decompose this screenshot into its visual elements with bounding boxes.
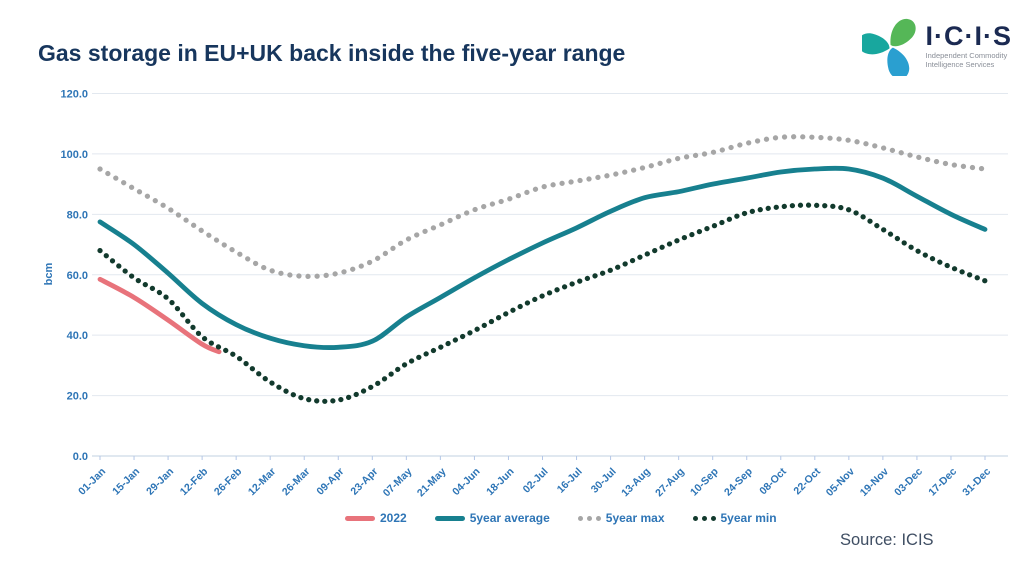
svg-text:40.0: 40.0	[67, 330, 88, 342]
legend-swatch-2022	[345, 515, 375, 521]
svg-text:60.0: 60.0	[67, 270, 88, 282]
legend-label-2022: 2022	[380, 511, 407, 525]
icis-logo-text: I·C·I·S Independent Commodity Intelligen…	[926, 22, 1012, 69]
icis-logo-tagline-1: Independent Commodity	[925, 50, 1008, 60]
svg-text:24-Sep: 24-Sep	[722, 466, 755, 499]
y-axis: 0.0 20.0 40.0 60.0 80.0 100.0 120.0 bcm	[43, 89, 88, 464]
series-5year-average	[97, 165, 988, 350]
svg-text:100.0: 100.0	[60, 149, 88, 161]
legend-swatch-5year-max	[577, 515, 601, 521]
svg-text:12-Feb: 12-Feb	[178, 466, 210, 498]
source-note: Source: ICIS	[840, 531, 934, 549]
icis-logo: I·C·I·S Independent Commodity Intelligen…	[861, 16, 1012, 76]
svg-text:30-Jul: 30-Jul	[589, 466, 619, 496]
svg-text:09-Apr: 09-Apr	[314, 466, 346, 498]
svg-text:10-Sep: 10-Sep	[688, 466, 721, 499]
svg-text:80.0: 80.0	[67, 209, 88, 221]
legend-item-2022: 2022	[345, 511, 407, 525]
legend-swatch-5year-min	[692, 515, 716, 521]
legend-label-5year-average: 5year average	[469, 511, 550, 525]
svg-text:01-Jan: 01-Jan	[76, 466, 108, 498]
svg-text:08-Oct: 08-Oct	[757, 465, 789, 497]
icis-logo-tagline-2: Intelligence Services	[925, 60, 995, 70]
svg-text:05-Nov: 05-Nov	[824, 466, 857, 499]
icis-logo-name: I·C·I·S	[925, 21, 1012, 52]
svg-text:12-Mar: 12-Mar	[246, 466, 278, 498]
svg-text:26-Feb: 26-Feb	[212, 466, 244, 498]
svg-text:04-Jun: 04-Jun	[450, 466, 482, 498]
svg-text:21-May: 21-May	[415, 466, 449, 500]
icis-logo-mark	[861, 18, 916, 76]
series-5year-max	[97, 134, 988, 280]
svg-text:13-Aug: 13-Aug	[619, 466, 653, 500]
series-5year-min	[97, 202, 988, 404]
svg-text:27-Aug: 27-Aug	[653, 466, 687, 500]
svg-text:120.0: 120.0	[60, 89, 88, 101]
chart-legend: 2022 5year average 5year max 5year min	[345, 511, 777, 525]
svg-text:02-Jul: 02-Jul	[521, 466, 551, 496]
svg-text:26-Mar: 26-Mar	[280, 466, 312, 498]
series-2022	[97, 276, 222, 355]
svg-text:22-Oct: 22-Oct	[791, 465, 823, 497]
svg-text:29-Jan: 29-Jan	[144, 466, 176, 498]
svg-text:18-Jun: 18-Jun	[484, 466, 516, 498]
gridlines	[92, 93, 1008, 457]
legend-item-5year-average: 5year average	[434, 511, 550, 525]
page-title: Gas storage in EU+UK back inside the fiv…	[38, 40, 626, 66]
legend-label-5year-max: 5year max	[605, 511, 665, 525]
svg-text:03-Dec: 03-Dec	[892, 466, 925, 499]
svg-text:15-Jan: 15-Jan	[110, 466, 142, 498]
x-axis: 01-Jan 15-Jan 29-Jan 12-Feb 26-Feb 12-Mar 26-M…	[76, 456, 993, 499]
svg-text:17-Dec: 17-Dec	[926, 466, 959, 499]
svg-text:23-Apr: 23-Apr	[348, 466, 380, 498]
svg-text:0.0: 0.0	[73, 451, 88, 463]
svg-text:19-Nov: 19-Nov	[858, 466, 891, 499]
legend-swatch-5year-average	[434, 515, 465, 521]
svg-text:07-May: 07-May	[381, 466, 415, 500]
svg-text:31-Dec: 31-Dec	[960, 466, 993, 499]
legend-item-5year-min: 5year min	[692, 511, 777, 525]
svg-text:16-Jul: 16-Jul	[555, 466, 585, 496]
legend-label-5year-min: 5year min	[720, 511, 777, 525]
svg-text:20.0: 20.0	[67, 391, 88, 403]
y-axis-title: bcm	[43, 262, 55, 285]
legend-item-5year-max: 5year max	[577, 511, 665, 525]
